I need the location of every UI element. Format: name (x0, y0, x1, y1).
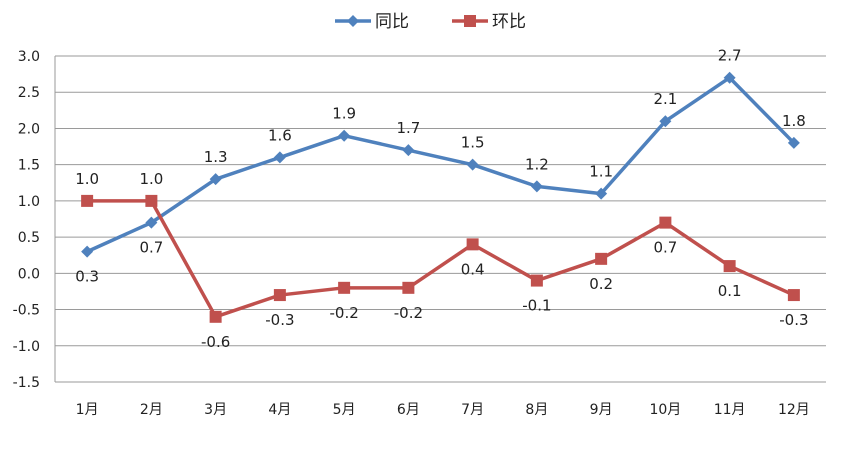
data-label: 1.0 (75, 170, 99, 188)
data-label: -0.6 (201, 333, 230, 351)
x-tick-label: 12月 (778, 402, 810, 418)
data-point (787, 136, 800, 149)
x-tick-label: 6月 (397, 402, 420, 418)
data-label: 1.1 (589, 163, 613, 181)
x-tick-label: 9月 (590, 402, 613, 418)
data-point (338, 281, 351, 294)
y-tick-label: 1.0 (18, 194, 40, 210)
data-label: 0.7 (139, 239, 163, 257)
data-point (209, 173, 222, 186)
data-label: 1.9 (332, 105, 356, 123)
data-label: 1.8 (782, 112, 806, 130)
series-line-1 (87, 199, 795, 319)
data-label: -0.3 (265, 311, 294, 329)
data-point (145, 194, 158, 207)
y-tick-label: -1.0 (13, 339, 40, 355)
data-label: -0.2 (329, 304, 358, 322)
x-tick-label: 3月 (204, 402, 227, 418)
x-tick-label: 1月 (76, 402, 99, 418)
data-point (466, 158, 479, 171)
data-point (787, 289, 800, 302)
data-point (273, 151, 286, 164)
x-tick-label: 11月 (714, 402, 746, 418)
data-point (595, 252, 608, 265)
x-tick-label: 5月 (333, 402, 356, 418)
data-point (209, 310, 222, 323)
data-label: 1.0 (139, 170, 163, 188)
data-label: 0.3 (75, 268, 99, 286)
data-point (595, 187, 608, 200)
legend-label: 同比 (375, 12, 409, 32)
data-point (530, 180, 543, 193)
data-point (466, 238, 479, 251)
data-label: 1.3 (204, 148, 228, 166)
data-label: 1.2 (525, 155, 549, 173)
y-tick-label: 2.0 (18, 121, 40, 137)
data-point (659, 216, 672, 229)
data-label: 0.4 (461, 260, 485, 278)
data-label: 1.5 (461, 134, 485, 152)
legend-label: 环比 (492, 12, 526, 32)
x-tick-label: 2月 (140, 402, 163, 418)
x-tick-label: 7月 (461, 402, 484, 418)
series-line-0 (86, 75, 796, 254)
data-point (273, 289, 286, 302)
data-label: -0.2 (394, 304, 423, 322)
data-point (723, 71, 736, 84)
y-tick-label: 1.5 (18, 158, 40, 174)
data-point (81, 194, 94, 207)
x-tick-label: 8月 (525, 402, 548, 418)
data-point (402, 281, 415, 294)
y-tick-label: 0.0 (18, 266, 40, 282)
data-label: -0.1 (522, 297, 551, 315)
legend-diamond-icon (347, 15, 359, 27)
data-label: 0.1 (718, 282, 742, 300)
data-point (402, 144, 415, 157)
data-label: 2.1 (653, 90, 677, 108)
data-point (723, 260, 736, 273)
y-tick-label: 2.5 (18, 85, 40, 101)
y-tick-label: 3.0 (18, 49, 40, 65)
data-label: 1.6 (268, 126, 292, 144)
x-tick-label: 4月 (268, 402, 291, 418)
y-tick-label: 0.5 (18, 230, 40, 246)
x-tick-label: 10月 (649, 402, 681, 418)
data-point (530, 274, 543, 287)
data-point (145, 216, 158, 229)
data-point (338, 129, 351, 142)
data-label: -0.3 (779, 311, 808, 329)
data-label: 2.7 (718, 47, 742, 65)
data-point (659, 115, 672, 128)
data-point (81, 245, 94, 258)
data-label: 0.7 (653, 239, 677, 257)
data-label: 0.2 (589, 275, 613, 293)
y-tick-label: -1.5 (13, 375, 40, 391)
legend-square-icon (464, 15, 476, 27)
data-label: 1.7 (396, 119, 420, 137)
y-tick-label: -0.5 (13, 303, 40, 319)
